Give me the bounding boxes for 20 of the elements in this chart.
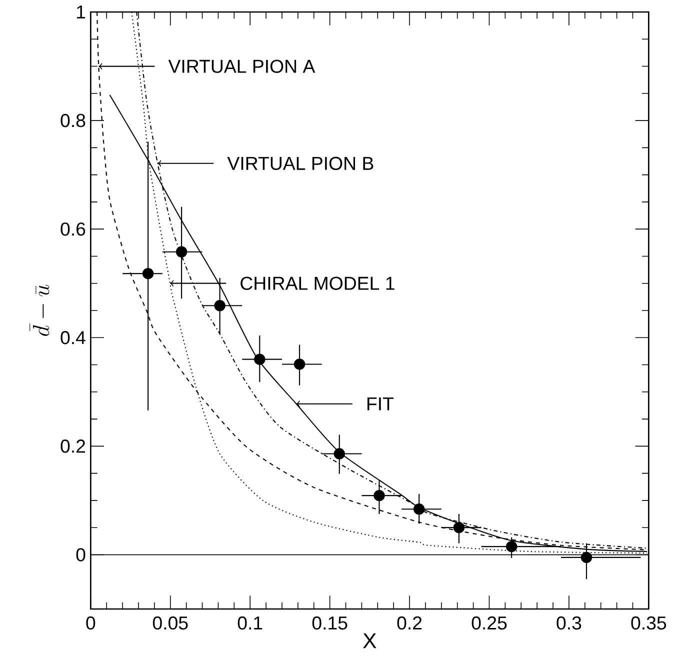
x-tick-label: 0.15 bbox=[312, 616, 348, 630]
x-tick-label: 0.2 bbox=[397, 616, 422, 630]
x-tick-label: 0.05 bbox=[152, 616, 188, 630]
annotation: VIRTUAL PION A bbox=[168, 60, 316, 73]
annotation: FIT bbox=[367, 397, 394, 410]
y-tick-label: 0.4 bbox=[60, 331, 86, 344]
y-axis-title: $\bar{d} - \bar{u}$ bbox=[30, 284, 50, 336]
annotation: CHIRAL MODEL 1 bbox=[240, 276, 394, 290]
y-tick-label: 0.6 bbox=[60, 222, 86, 236]
x-axis-title: X bbox=[363, 633, 376, 648]
x-tick-label: 0 bbox=[86, 616, 96, 630]
x-tick-label: 0.35 bbox=[631, 616, 666, 630]
y-tick-label: 0.2 bbox=[60, 440, 86, 453]
y-tick-label: 0 bbox=[76, 548, 86, 562]
y-tick-label: 1 bbox=[77, 6, 86, 18]
x-tick-label: 0.1 bbox=[238, 616, 262, 630]
y-tick-label: 0.8 bbox=[60, 114, 86, 128]
annotation: VIRTUAL PION B bbox=[227, 156, 374, 170]
x-tick-label: 0.3 bbox=[556, 616, 582, 630]
x-tick-label: 0.25 bbox=[472, 616, 507, 630]
